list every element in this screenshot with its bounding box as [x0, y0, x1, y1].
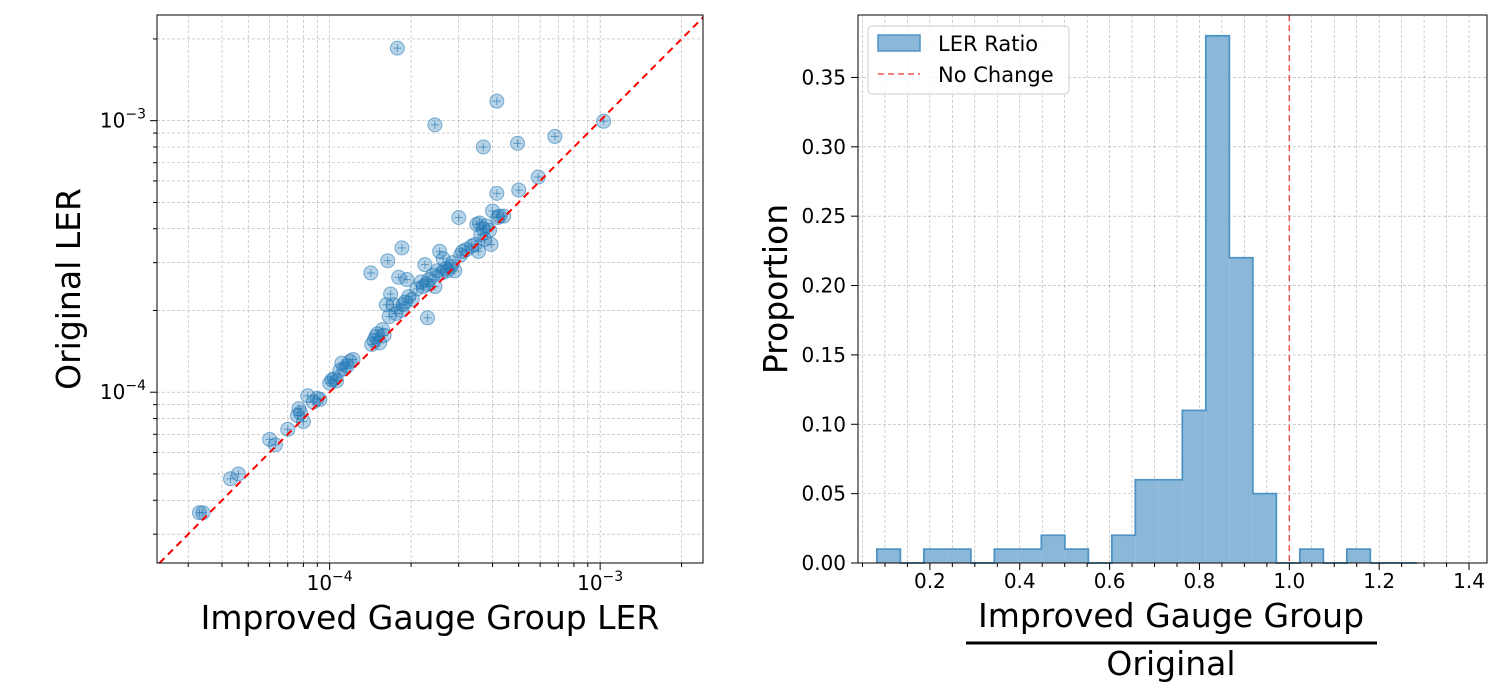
histogram-plot-frame: [857, 14, 1488, 564]
histogram-bar: [1346, 549, 1371, 563]
scatter-grid: [157, 15, 703, 563]
data-point: [230, 466, 246, 482]
y-tick-label: 0.35: [801, 65, 846, 89]
data-point: [345, 351, 361, 367]
data-point: [195, 505, 211, 521]
y-tick-label: 0.30: [801, 135, 846, 159]
y-tick-label: 0.25: [801, 204, 846, 228]
data-point: [312, 392, 328, 408]
scatter-ticks: 10−4 10−3 10−4 10−3: [100, 38, 683, 595]
y-tick-label: 0.00: [801, 551, 846, 575]
y-tick-label: 10−3: [100, 107, 146, 133]
data-point: [451, 209, 467, 225]
histogram-bar: [1041, 535, 1065, 563]
data-point: [380, 253, 396, 269]
scatter-points: [191, 40, 612, 521]
data-point: [475, 221, 491, 237]
data-point: [295, 414, 311, 430]
histogram-bar: [923, 549, 948, 563]
data-point: [267, 437, 283, 453]
data-point: [399, 272, 415, 288]
histogram-xlabel-denominator: Original: [1106, 644, 1235, 683]
histogram-ticks: 0.00 0.05 0.10 0.15 0.20 0.25 0.30 0.35 0.2 0.4 0.…: [801, 65, 1484, 593]
y-tick-label: 0.15: [801, 343, 846, 367]
data-point: [425, 267, 441, 283]
legend-label-no-change: No Change: [938, 63, 1054, 87]
reference-line: [158, 16, 704, 564]
histogram-bar: [1135, 479, 1159, 563]
histogram-bar: [1064, 549, 1089, 563]
scatter-xlabel: Improved Gauge Group LER: [201, 598, 660, 637]
data-point: [223, 471, 239, 487]
histogram-bar: [876, 549, 901, 563]
data-point: [326, 371, 342, 387]
data-point: [470, 243, 486, 259]
data-point: [280, 421, 296, 437]
histogram-ylabel: Proportion: [756, 204, 795, 374]
histogram-bar: [994, 549, 1018, 563]
histogram-xlabel-numerator: Improved Gauge Group: [978, 596, 1364, 635]
data-point: [375, 322, 391, 338]
histogram-bar: [1252, 493, 1277, 563]
scatter-panel: 10−4 10−3 10−4 10−3 Improved Gauge Group LE…: [49, 14, 704, 637]
data-point: [420, 310, 436, 326]
data-point: [547, 128, 563, 144]
x-tick-label: 0.4: [1004, 569, 1036, 593]
histogram-bar: [1017, 549, 1042, 563]
x-tick-label: 10−4: [307, 569, 353, 595]
y-tick-label: 0.05: [801, 482, 846, 506]
x-tick-label: 1.4: [1453, 569, 1485, 593]
y-tick-label: 0.20: [801, 274, 846, 298]
histogram-bar: [1229, 257, 1253, 563]
data-point: [489, 93, 505, 109]
x-tick-label: 10−3: [577, 569, 623, 595]
data-point: [427, 117, 443, 133]
x-tick-label: 0.6: [1094, 569, 1126, 593]
data-point: [511, 182, 527, 198]
data-point: [492, 208, 508, 224]
data-point: [489, 185, 505, 201]
histogram-bar: [1111, 535, 1136, 563]
scatter-plot-frame: [156, 14, 704, 564]
histogram-bar: [947, 549, 971, 563]
x-tick-label: 1.0: [1273, 569, 1305, 593]
histogram-bar: [1299, 549, 1324, 563]
scatter-ylabel: Original LER: [49, 188, 88, 390]
y-tick-label: 0.10: [801, 412, 846, 436]
legend-label-ler-ratio: LER Ratio: [938, 32, 1038, 56]
data-point: [417, 257, 433, 273]
x-tick-label: 0.8: [1184, 569, 1216, 593]
data-point: [447, 263, 463, 279]
data-point: [482, 222, 498, 238]
data-point: [376, 327, 392, 343]
histogram-bar: [1158, 479, 1183, 563]
data-point: [394, 240, 410, 256]
legend-swatch-ler-ratio: [877, 34, 921, 52]
legend: LER Ratio No Change: [867, 25, 1070, 95]
x-tick-label: 1.2: [1363, 569, 1395, 593]
y-tick-label: 10−4: [100, 378, 146, 404]
histogram-bar: [1205, 35, 1230, 564]
histogram-bars: [875, 34, 1418, 564]
data-point: [292, 405, 308, 421]
x-tick-label: 0.2: [914, 569, 946, 593]
data-point: [389, 40, 405, 56]
data-point: [483, 236, 499, 252]
histogram-bar: [1182, 410, 1206, 563]
histogram-outline: [875, 34, 1418, 564]
histogram-panel: 0.00 0.05 0.10 0.15 0.20 0.25 0.30 0.35 0.2 0.4 0.…: [756, 14, 1488, 683]
data-point: [262, 431, 278, 447]
data-point: [510, 135, 526, 151]
data-point: [475, 139, 491, 155]
data-point: [363, 265, 379, 281]
